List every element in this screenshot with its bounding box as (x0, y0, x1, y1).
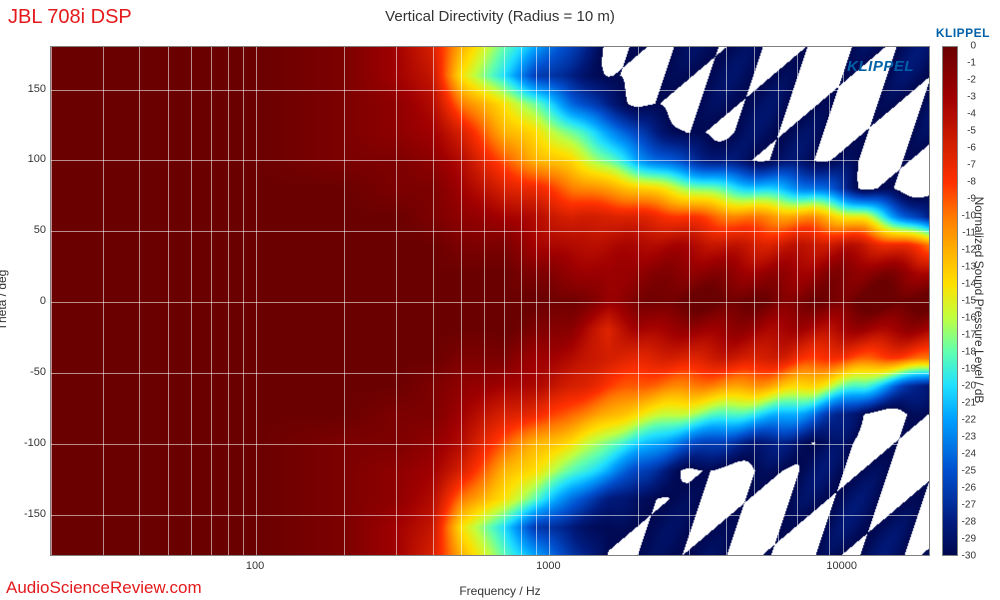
colorbar-tick: -26 (962, 483, 976, 494)
watermark-label: KLIPPEL (847, 58, 914, 75)
y-tick: -150 (0, 508, 46, 520)
colorbar-tick: -12 (962, 245, 976, 256)
x-tick: 100 (246, 560, 264, 572)
colorbar-tick: -24 (962, 449, 976, 460)
colorbar-tick: -7 (967, 160, 976, 171)
x-tick: 10000 (826, 560, 857, 572)
colorbar-tick: -17 (962, 330, 976, 341)
x-axis-label: Frequency / Hz (0, 584, 1000, 598)
colorbar-tick: -16 (962, 313, 976, 324)
colorbar-tick: 0 (970, 41, 976, 52)
y-tick: 100 (0, 153, 46, 165)
colorbar-tick: -25 (962, 466, 976, 477)
colorbar (942, 46, 958, 556)
colorbar-tick: -9 (967, 194, 976, 205)
colorbar-tick: -10 (962, 211, 976, 222)
colorbar-tick: -22 (962, 415, 976, 426)
colorbar-tick: -23 (962, 432, 976, 443)
colorbar-tick: -5 (967, 126, 976, 137)
colorbar-tick: -21 (962, 398, 976, 409)
y-tick: 0 (0, 295, 46, 307)
colorbar-tick: -8 (967, 177, 976, 188)
y-tick: -50 (0, 366, 46, 378)
colorbar-tick: -20 (962, 381, 976, 392)
colorbar-tick: -3 (967, 92, 976, 103)
colorbar-tick: -14 (962, 279, 976, 290)
colorbar-tick: -13 (962, 262, 976, 273)
colorbar-tick: -28 (962, 517, 976, 528)
y-tick: -100 (0, 437, 46, 449)
heatmap-canvas (51, 47, 929, 555)
colorbar-tick: -18 (962, 347, 976, 358)
x-tick: 1000 (536, 560, 560, 572)
colorbar-tick: -6 (967, 143, 976, 154)
colorbar-tick: -29 (962, 534, 976, 545)
y-tick: 50 (0, 224, 46, 236)
colorbar-tick: -4 (967, 109, 976, 120)
y-tick: 150 (0, 83, 46, 95)
brand-label: KLIPPEL (936, 26, 990, 40)
colorbar-tick: -1 (967, 58, 976, 69)
colorbar-tick: -11 (962, 228, 976, 239)
plot-area (50, 46, 930, 556)
colorbar-tick: -2 (967, 75, 976, 86)
colorbar-tick: -19 (962, 364, 976, 375)
chart-title: Vertical Directivity (Radius = 10 m) (0, 8, 1000, 25)
colorbar-tick: -27 (962, 500, 976, 511)
colorbar-tick: -30 (962, 551, 976, 562)
colorbar-tick: -15 (962, 296, 976, 307)
